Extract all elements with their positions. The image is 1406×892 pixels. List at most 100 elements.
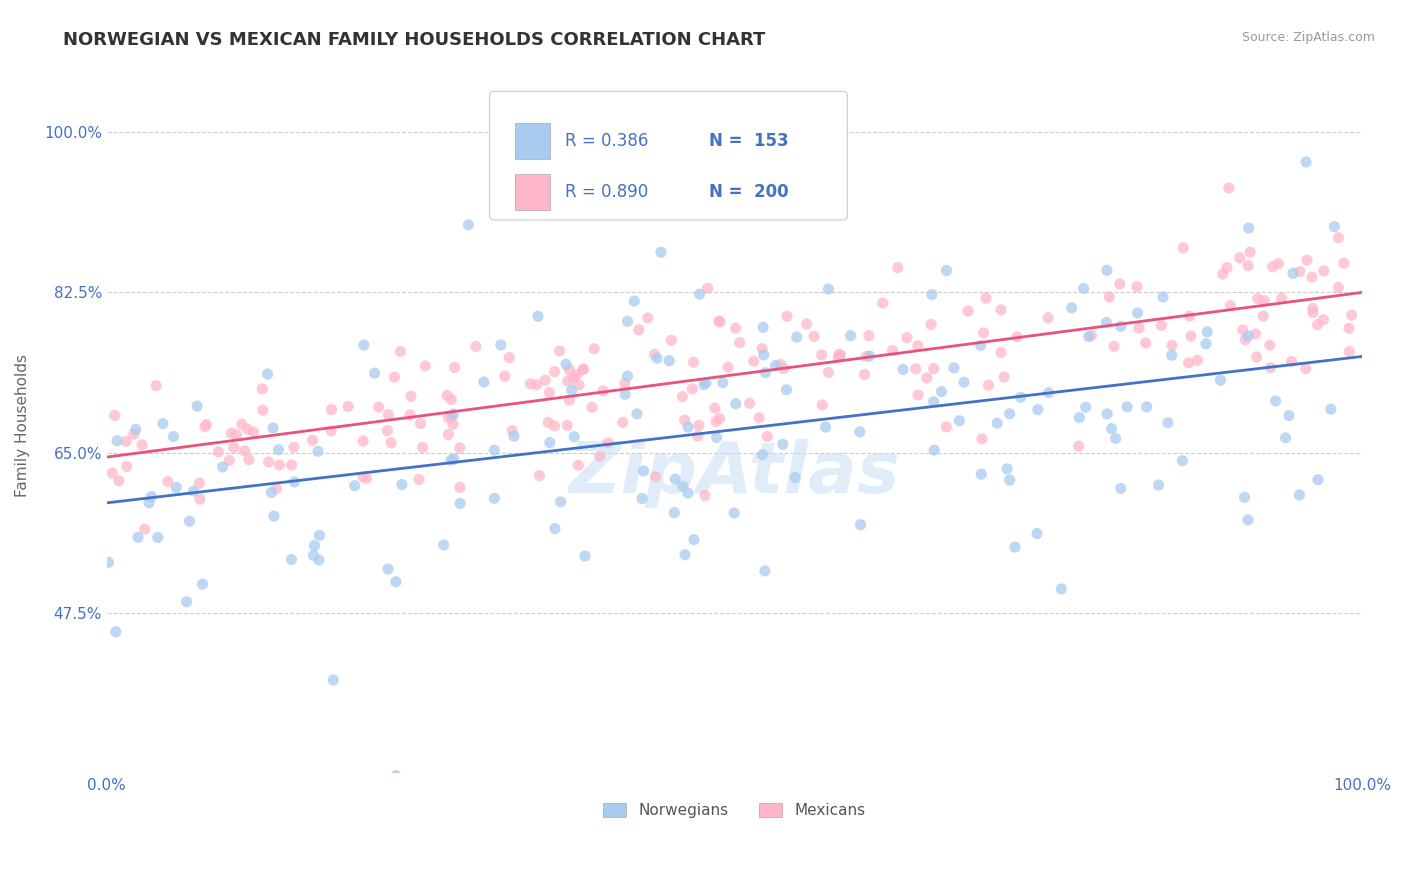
- Point: [503, 429, 526, 443]
- Point: [922, 361, 945, 376]
- Point: [969, 338, 991, 352]
- Point: [555, 418, 578, 433]
- Point: [567, 458, 589, 473]
- Point: [588, 449, 610, 463]
- Point: [1323, 219, 1346, 234]
- Point: [935, 420, 957, 434]
- Point: [785, 470, 807, 484]
- Point: [321, 424, 343, 438]
- Point: [152, 417, 174, 431]
- Point: [830, 348, 852, 362]
- Point: [849, 517, 872, 532]
- Point: [672, 479, 695, 493]
- Point: [399, 408, 422, 422]
- Text: R = 0.386: R = 0.386: [565, 132, 648, 150]
- Point: [1209, 373, 1232, 387]
- Point: [1271, 292, 1294, 306]
- Point: [225, 428, 247, 442]
- Point: [221, 426, 243, 441]
- Point: [449, 480, 471, 494]
- Point: [728, 335, 751, 350]
- Point: [1095, 263, 1118, 277]
- Point: [738, 396, 761, 410]
- Point: [1080, 328, 1102, 343]
- Point: [986, 416, 1008, 430]
- Point: [676, 420, 699, 434]
- Point: [352, 434, 374, 448]
- Point: [380, 435, 402, 450]
- Point: [693, 489, 716, 503]
- Point: [998, 407, 1021, 421]
- Point: [970, 467, 993, 482]
- Point: [321, 402, 343, 417]
- Point: [1026, 526, 1049, 541]
- Point: [664, 472, 686, 486]
- Point: [614, 387, 637, 401]
- Point: [242, 425, 264, 439]
- Point: [443, 360, 465, 375]
- Point: [363, 366, 385, 380]
- Text: Source: ZipAtlas.com: Source: ZipAtlas.com: [1241, 31, 1375, 45]
- Point: [953, 376, 976, 390]
- Point: [1173, 241, 1195, 255]
- Point: [1095, 316, 1118, 330]
- Point: [519, 376, 541, 391]
- Y-axis label: Family Households: Family Households: [15, 353, 30, 497]
- Point: [1232, 323, 1254, 337]
- Point: [538, 435, 561, 450]
- Text: NORWEGIAN VS MEXICAN FAMILY HOUSEHOLDS CORRELATION CHART: NORWEGIAN VS MEXICAN FAMILY HOUSEHOLDS C…: [63, 31, 766, 49]
- Point: [1161, 338, 1184, 352]
- Point: [377, 424, 399, 438]
- Point: [613, 376, 636, 391]
- Point: [1004, 540, 1026, 554]
- Point: [484, 443, 506, 458]
- Point: [498, 351, 520, 365]
- Point: [1095, 407, 1118, 421]
- Point: [1171, 453, 1194, 467]
- Point: [191, 577, 214, 591]
- Point: [970, 432, 993, 446]
- Point: [581, 401, 603, 415]
- Point: [1301, 270, 1323, 285]
- Point: [543, 419, 565, 434]
- FancyBboxPatch shape: [515, 174, 550, 211]
- Point: [356, 471, 378, 485]
- Point: [673, 413, 696, 427]
- Point: [811, 398, 834, 412]
- Point: [440, 453, 463, 467]
- Point: [1237, 221, 1260, 235]
- Point: [644, 469, 666, 483]
- Point: [1005, 330, 1028, 344]
- Point: [108, 474, 131, 488]
- Point: [1195, 336, 1218, 351]
- Point: [104, 624, 127, 639]
- Point: [942, 360, 965, 375]
- Point: [1237, 513, 1260, 527]
- Point: [717, 360, 740, 375]
- Point: [1060, 301, 1083, 315]
- Point: [1282, 266, 1305, 280]
- Point: [162, 429, 184, 443]
- Text: N =  153: N = 153: [709, 132, 789, 150]
- Point: [742, 354, 765, 368]
- Point: [817, 282, 839, 296]
- Point: [562, 370, 585, 384]
- Point: [353, 338, 375, 352]
- Point: [562, 430, 585, 444]
- Point: [441, 417, 464, 432]
- Point: [887, 260, 910, 275]
- Point: [623, 294, 645, 309]
- Point: [1281, 354, 1303, 368]
- Point: [828, 347, 851, 361]
- Point: [631, 491, 654, 506]
- Point: [308, 528, 330, 542]
- Point: [1267, 257, 1289, 271]
- Point: [682, 355, 704, 369]
- Point: [853, 368, 876, 382]
- Point: [915, 371, 938, 385]
- Point: [537, 416, 560, 430]
- Point: [436, 388, 458, 402]
- Point: [1288, 264, 1310, 278]
- Point: [612, 416, 634, 430]
- Point: [538, 385, 561, 400]
